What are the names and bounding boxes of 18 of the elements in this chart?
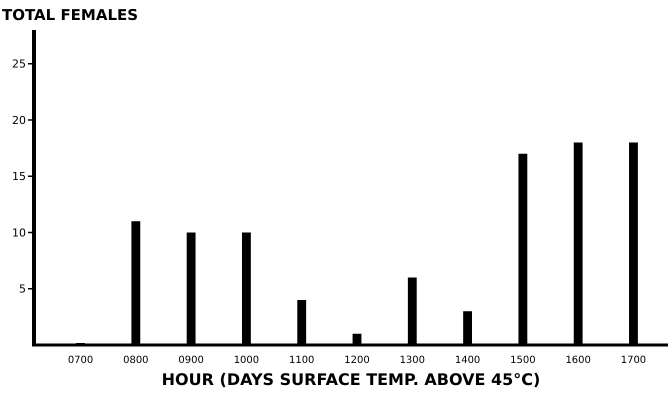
y-tick-label: 5 [19, 282, 26, 296]
x-tick-label: 1300 [400, 355, 426, 366]
x-tick-label: 0900 [178, 355, 204, 366]
y-tick-label: 15 [12, 170, 26, 184]
x-tick-label: 1600 [565, 355, 591, 366]
x-tick-label: 1200 [344, 355, 370, 366]
y-tick-label: 20 [12, 114, 26, 127]
x-axis-title: HOUR (DAYS SURFACE TEMP. ABOVE 45°C) [162, 370, 540, 389]
x-tick-label: 0700 [68, 355, 94, 366]
x-tick-label: 1700 [620, 355, 646, 366]
x-tick-label: 1100 [288, 355, 314, 366]
y-tick-label: 10 [12, 226, 26, 240]
x-tick-label: 1500 [510, 355, 536, 366]
y-axis-title: TOTAL FEMALES [2, 6, 138, 24]
x-tick-label: 1000 [234, 355, 260, 366]
x-tick-label: 1400 [454, 355, 480, 366]
y-tick-label: 25 [12, 58, 26, 71]
x-tick-label: 0800 [123, 355, 149, 366]
